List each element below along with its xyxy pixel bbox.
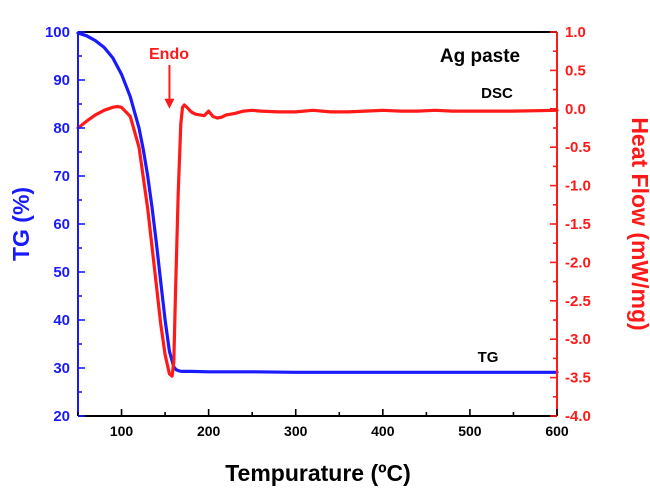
dsc-series-label: DSC <box>481 85 513 102</box>
y-right-tick-label: -2.0 <box>565 254 591 271</box>
y-right-tick-label: -2.5 <box>565 293 591 310</box>
series-layer <box>76 31 559 378</box>
x-tick-label: 600 <box>545 423 569 439</box>
endo-arrow <box>164 65 175 109</box>
y-right-axis-title: Heat Flow (mW/mg) <box>627 117 650 330</box>
y-left-tick-label: 40 <box>53 312 70 329</box>
y-left-tick-label: 70 <box>53 168 70 185</box>
y-left-tick-label: 100 <box>45 24 70 41</box>
y-left-tick-label: 60 <box>53 216 70 233</box>
x-tick-label: 500 <box>458 423 482 439</box>
endo-annotation: Endo <box>149 46 189 63</box>
y-left-tick-label: 50 <box>53 264 70 281</box>
axes-layer: 100 200 300 400 500 600 20 30 40 50 60 70 80 90 100 1.0… <box>45 24 591 439</box>
x-tick-label: 400 <box>371 423 395 439</box>
y-right-tick-label: -3.0 <box>565 331 591 348</box>
plot-area <box>78 32 557 416</box>
x-tick-label: 100 <box>110 423 134 439</box>
tg-series-label: TG <box>478 349 499 366</box>
y-right-tick-label: -4.0 <box>565 408 591 425</box>
y-left-tick-label: 20 <box>53 408 70 425</box>
y-right-tick-label: 0.0 <box>565 101 586 118</box>
y-right-tick-label: -1.0 <box>565 178 591 195</box>
plot-background <box>78 32 557 416</box>
y-right-tick-label: -1.5 <box>565 216 591 233</box>
x-tick-label: 300 <box>284 423 308 439</box>
x-tick-label: 200 <box>197 423 221 439</box>
x-axis-title: Tempurature (ºC) <box>225 460 411 486</box>
y-left-tick-label: 80 <box>53 120 70 137</box>
y-right-tick-label: 0.5 <box>565 62 586 79</box>
y-right-tick-label: 1.0 <box>565 24 586 41</box>
y-right-tick-label: -0.5 <box>565 139 591 156</box>
y-right-tick-label: -3.5 <box>565 370 591 387</box>
y-left-axis-title: TG (%) <box>8 187 34 261</box>
y-left-tick-label: 30 <box>53 360 70 377</box>
chart-title: Ag paste <box>440 46 520 67</box>
dsc-series-line <box>76 103 559 378</box>
y-left-tick-label: 90 <box>53 72 70 89</box>
tg-series-line <box>76 31 559 374</box>
endo-arrow-head <box>164 98 175 109</box>
